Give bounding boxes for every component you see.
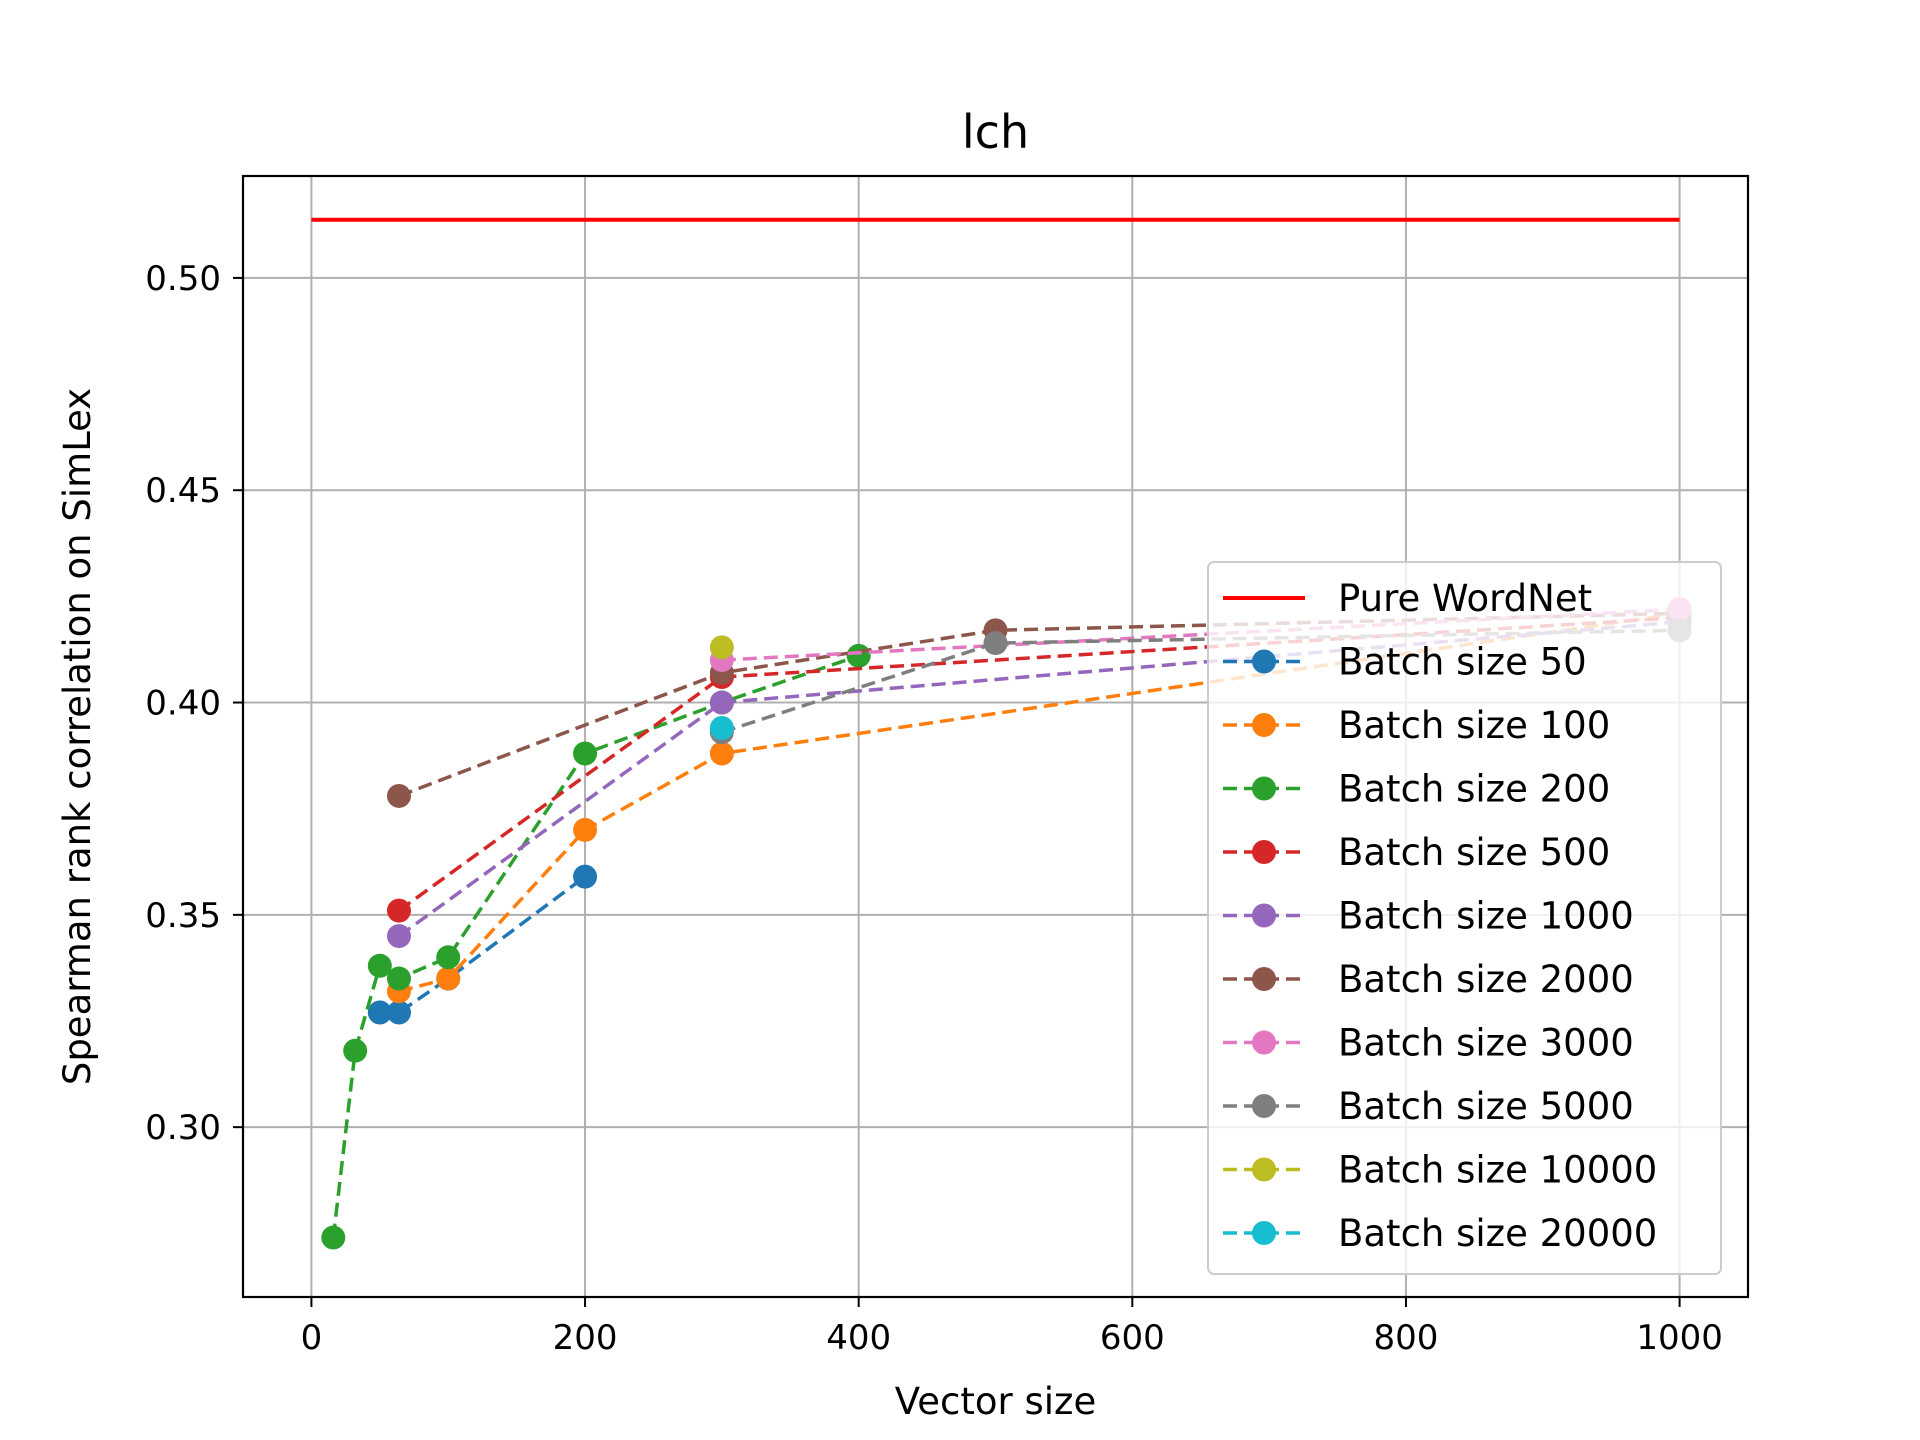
y-tick-label: 0.35 — [145, 896, 221, 936]
y-tick-label: 0.45 — [145, 471, 221, 511]
plot-frame — [241, 174, 1750, 1299]
series-9 — [709, 635, 734, 660]
legend-marker — [1252, 1030, 1276, 1055]
data-point — [846, 643, 871, 668]
series-10 — [709, 716, 734, 741]
legend-label: Batch size 50 — [1338, 641, 1587, 684]
x-tick-label: 400 — [826, 1318, 891, 1358]
y-tick-label: 0.30 — [145, 1108, 221, 1148]
data-point — [573, 817, 598, 842]
y-axis-label: Spearman rank correlation on SimLex — [56, 388, 99, 1085]
legend-marker — [1252, 1221, 1276, 1245]
data-point — [709, 741, 734, 766]
y-tick-label: 0.40 — [145, 684, 221, 724]
legend-entry: Batch size 50 — [1223, 641, 1587, 684]
legend-entry: Batch size 5000 — [1223, 1085, 1634, 1128]
legend-label: Pure WordNet — [1338, 577, 1592, 620]
legend-box — [1207, 561, 1722, 1275]
data-point — [386, 898, 411, 923]
legend-label: Batch size 5000 — [1338, 1085, 1634, 1128]
data-point — [573, 741, 598, 766]
x-tick-label: 200 — [553, 1318, 618, 1358]
data-point — [436, 945, 461, 970]
legend-label: Batch size 500 — [1338, 831, 1610, 874]
legend-entry: Batch size 20000 — [1223, 1212, 1657, 1255]
x-tick-label: 1000 — [1636, 1318, 1723, 1358]
data-point — [343, 1038, 368, 1063]
data-point — [386, 1000, 411, 1025]
legend-marker — [1252, 713, 1276, 737]
legend-entry: Batch size 2000 — [1223, 958, 1634, 1001]
y-tick-label: 0.50 — [145, 259, 221, 299]
legend-marker — [1252, 776, 1276, 801]
axis-ticks: 0 200 400 600 800 1000 0.30 0.35 0.40 0.45 0.50 — [145, 259, 1723, 1358]
legend-marker — [1252, 903, 1276, 928]
legend-marker — [1252, 967, 1276, 991]
chart-title: lch — [962, 105, 1029, 159]
legend-label: Batch size 100 — [1338, 704, 1610, 747]
legend-entry: Batch size 10000 — [1223, 1149, 1657, 1192]
x-tick-label: 600 — [1100, 1318, 1165, 1358]
data-point — [436, 966, 461, 991]
x-tick-label: 0 — [301, 1318, 323, 1358]
data-point — [386, 783, 411, 808]
data-point — [709, 716, 734, 741]
legend-label: Batch size 200 — [1338, 768, 1610, 811]
legend-entry: Pure WordNet — [1223, 577, 1592, 620]
legend-entry: Batch size 200 — [1223, 768, 1610, 811]
data-point — [709, 690, 734, 715]
x-tick-label: 800 — [1374, 1318, 1439, 1358]
legend-entry: Batch size 100 — [1223, 704, 1610, 747]
data-point — [573, 864, 598, 889]
legend-marker — [1252, 649, 1276, 674]
data-point — [386, 966, 411, 991]
legend-entry: Batch size 3000 — [1223, 1022, 1634, 1065]
data-point — [367, 953, 392, 978]
legend-marker — [1252, 1157, 1276, 1182]
series-line — [331, 654, 860, 1238]
legend-label: Batch size 1000 — [1338, 895, 1634, 938]
legend-entry: Batch size 1000 — [1223, 895, 1634, 938]
legend: Pure WordNet Batch size 50 Batch size 100 B… — [1207, 561, 1722, 1275]
data-point — [386, 924, 411, 949]
legend-marker — [1252, 840, 1276, 864]
data-point — [367, 1000, 392, 1025]
data-point — [709, 635, 734, 660]
x-axis-label: Vector size — [895, 1380, 1096, 1423]
legend-label: Batch size 20000 — [1338, 1212, 1657, 1255]
legend-marker — [1252, 1094, 1276, 1118]
grid-lines — [243, 176, 1748, 1297]
legend-label: Batch size 10000 — [1338, 1149, 1657, 1192]
legend-label: Batch size 2000 — [1338, 958, 1634, 1001]
legend-label: Batch size 3000 — [1338, 1022, 1634, 1065]
legend-entry: Batch size 500 — [1223, 831, 1610, 874]
data-point — [983, 631, 1008, 656]
data-point — [321, 1225, 346, 1250]
